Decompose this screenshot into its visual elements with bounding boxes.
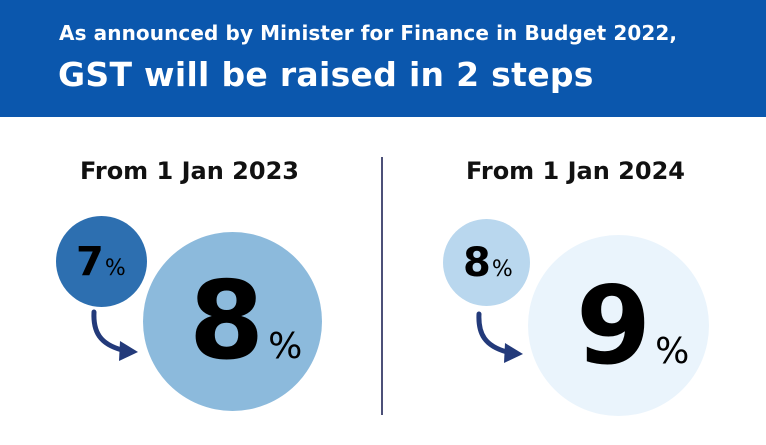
curved-arrow-right-icon — [91, 309, 138, 361]
step-1-old-rate: 7 % — [76, 242, 126, 282]
step-2-old-rate-unit: % — [491, 257, 513, 282]
step-1-old-rate-circle: 7 % — [56, 216, 147, 307]
step-2-new-rate-circle: 9 % — [528, 235, 709, 416]
step-1-old-rate-unit: % — [104, 256, 126, 281]
step-1-new-rate: 8 % — [189, 268, 302, 376]
step-2-new-rate: 9 % — [576, 273, 689, 381]
column-divider — [381, 157, 383, 415]
step-2-date-label: From 1 Jan 2024 — [466, 157, 685, 185]
step-2-new-rate-unit: % — [655, 331, 690, 372]
header-subtitle: As announced by Minister for Finance in … — [59, 21, 678, 45]
header-banner: As announced by Minister for Finance in … — [0, 0, 766, 117]
step-1-date-label: From 1 Jan 2023 — [80, 157, 299, 185]
step-1-new-rate-unit: % — [268, 326, 303, 367]
step-2-old-rate: 8 % — [463, 243, 513, 283]
step-1-new-rate-circle: 8 % — [143, 232, 322, 411]
curved-arrow-right-icon — [476, 311, 523, 363]
step-1-new-rate-number: 8 — [189, 259, 265, 384]
step-1-old-rate-number: 7 — [76, 239, 104, 285]
step-2-old-rate-number: 8 — [463, 240, 491, 286]
step-2-new-rate-number: 9 — [576, 264, 652, 389]
header-title: GST will be raised in 2 steps — [58, 55, 594, 94]
step-2-old-rate-circle: 8 % — [443, 219, 530, 306]
